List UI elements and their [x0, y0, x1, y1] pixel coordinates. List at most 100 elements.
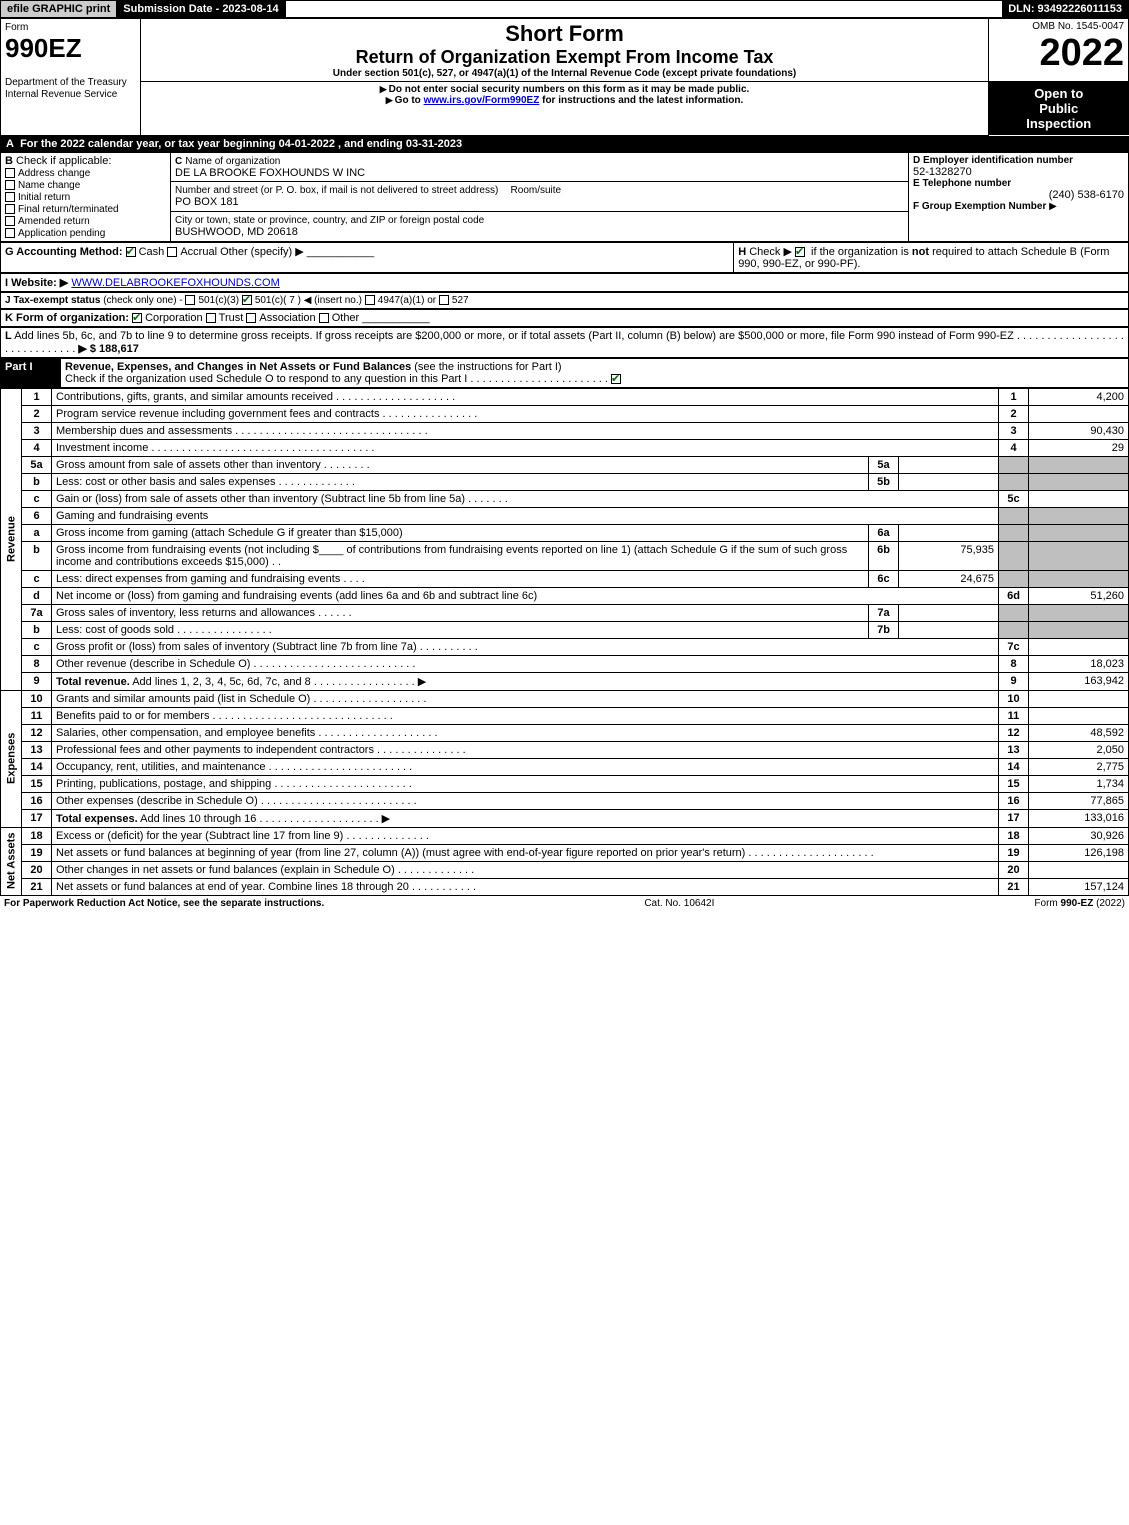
line6d-amt: 51,260 [1029, 587, 1129, 604]
efile-print[interactable]: efile GRAPHIC print [1, 1, 117, 17]
line16-amt: 77,865 [1029, 792, 1129, 809]
line18-text: Excess or (deficit) for the year (Subtra… [56, 830, 343, 842]
line6d-text: Net income or (loss) from gaming and fun… [56, 590, 537, 602]
line20-text: Other changes in net assets or fund bala… [56, 864, 395, 876]
line3-amt: 90,430 [1029, 422, 1129, 439]
label-g: G Accounting Method: [5, 246, 123, 258]
street: PO BOX 181 [175, 196, 239, 208]
line19-amt: 126,198 [1029, 844, 1129, 861]
line5c-amt [1029, 490, 1129, 507]
chk-name-change[interactable] [5, 180, 15, 190]
line6a-sub [899, 524, 999, 541]
line2-text: Program service revenue including govern… [56, 408, 379, 420]
line13-amt: 2,050 [1029, 741, 1129, 758]
label-e: E Telephone number [913, 178, 1124, 189]
line6-text: Gaming and fundraising events [52, 507, 999, 524]
line6a-text: Gross income from gaming (attach Schedul… [56, 527, 403, 539]
dept-treasury: Department of the Treasury [5, 77, 127, 88]
title-return: Return of Organization Exempt From Incom… [145, 47, 984, 68]
line11-text: Benefits paid to or for members [56, 710, 209, 722]
line11-amt [1029, 707, 1129, 724]
line5b-text: Less: cost or other basis and sales expe… [56, 476, 276, 488]
chk-trust[interactable] [206, 313, 216, 323]
top-bar: efile GRAPHIC print Submission Date - 20… [0, 0, 1129, 18]
part1-title-tail: (see the instructions for Part I) [414, 361, 561, 373]
form-header: Form 990EZ Department of the Treasury In… [0, 18, 1129, 136]
chk-initial-return[interactable] [5, 192, 15, 202]
line15-text: Printing, publications, postage, and shi… [56, 778, 271, 790]
street-label: Number and street (or P. O. box, if mail… [175, 185, 498, 196]
page-footer: For Paperwork Reduction Act Notice, see … [0, 896, 1129, 911]
chk-part1-scho[interactable] [611, 374, 621, 384]
line8-text: Other revenue (describe in Schedule O) [56, 658, 250, 670]
chk-527[interactable] [439, 295, 449, 305]
line12-text: Salaries, other compensation, and employ… [56, 727, 315, 739]
chk-accrual[interactable] [167, 247, 177, 257]
chk-address-change[interactable] [5, 168, 15, 178]
label-d: D Employer identification number [913, 155, 1124, 166]
chk-corp[interactable] [132, 313, 142, 323]
ein: 52-1328270 [913, 166, 1124, 178]
label-c: C [175, 156, 182, 167]
submission-date: Submission Date - 2023-08-14 [117, 1, 285, 17]
line9-text: Total revenue. [56, 676, 130, 688]
line7c-amt [1029, 638, 1129, 655]
label-j: J Tax-exempt status [5, 295, 103, 306]
label-h: H [738, 246, 746, 258]
label-k: K Form of organization: [5, 312, 129, 324]
irs-link[interactable]: www.irs.gov/Form990EZ [424, 95, 540, 106]
city: BUSHWOOD, MD 20618 [175, 226, 298, 238]
section-revenue: Revenue [1, 388, 22, 690]
line6c-sub: 24,675 [899, 570, 999, 587]
line5c-text: Gain or (loss) from sale of assets other… [56, 493, 465, 505]
line6b-sub: 75,935 [899, 541, 999, 570]
line9-amt: 163,942 [1029, 672, 1129, 690]
footer-formno: 990-EZ [1061, 898, 1094, 909]
chk-4947[interactable] [365, 295, 375, 305]
line16-text: Other expenses (describe in Schedule O) [56, 795, 258, 807]
line8-amt: 18,023 [1029, 655, 1129, 672]
footer-catno: Cat. No. 10642I [644, 898, 714, 909]
chk-amended-return[interactable] [5, 216, 15, 226]
line19-text: Net assets or fund balances at beginning… [56, 847, 745, 859]
city-label: City or town, state or province, country… [175, 215, 484, 226]
line7a-sub [899, 604, 999, 621]
part1-table: Revenue 1 Contributions, gifts, grants, … [0, 388, 1129, 896]
arrow-icon [386, 95, 395, 106]
note-ssn: Do not enter social security numbers on … [389, 84, 750, 95]
chk-h[interactable] [795, 247, 805, 257]
chk-other-org[interactable] [319, 313, 329, 323]
line12-amt: 48,592 [1029, 724, 1129, 741]
name-of-org-label: Name of organization [185, 156, 280, 167]
public: Public [993, 101, 1125, 116]
label-i: I Website: ▶ [5, 277, 68, 289]
website-link[interactable]: WWW.DELABROOKEFOXHOUNDS.COM [71, 277, 279, 289]
line7a-text: Gross sales of inventory, less returns a… [56, 607, 315, 619]
chk-application-pending[interactable] [5, 228, 15, 238]
line4-amt: 29 [1029, 439, 1129, 456]
chk-501c[interactable] [242, 295, 252, 305]
line20-amt [1029, 861, 1129, 878]
part1-title: Revenue, Expenses, and Changes in Net As… [65, 361, 411, 373]
line-l-text: Add lines 5b, 6c, and 7b to line 9 to de… [14, 330, 1014, 342]
line7b-sub [899, 621, 999, 638]
phone: (240) 538-6170 [913, 189, 1124, 201]
line6b-text: Gross income from fundraising events (no… [56, 544, 319, 556]
inspection: Inspection [993, 116, 1125, 131]
chk-assoc[interactable] [246, 313, 256, 323]
line17-amt: 133,016 [1029, 809, 1129, 827]
chk-final-return[interactable] [5, 204, 15, 214]
line1-amt: 4,200 [1029, 388, 1129, 405]
line1-text: Contributions, gifts, grants, and simila… [56, 391, 333, 403]
line14-amt: 2,775 [1029, 758, 1129, 775]
line14-text: Occupancy, rent, utilities, and maintena… [56, 761, 266, 773]
line2-amt [1029, 405, 1129, 422]
room-label: Room/suite [511, 185, 562, 196]
omb: OMB No. 1545-0047 [993, 21, 1124, 32]
chk-cash[interactable] [126, 247, 136, 257]
g-h-block: G Accounting Method: Cash Accrual Other … [0, 242, 1129, 273]
line18-amt: 30,926 [1029, 827, 1129, 844]
line10-amt [1029, 690, 1129, 707]
chk-501c3[interactable] [185, 295, 195, 305]
part1-label: Part I [1, 358, 61, 387]
